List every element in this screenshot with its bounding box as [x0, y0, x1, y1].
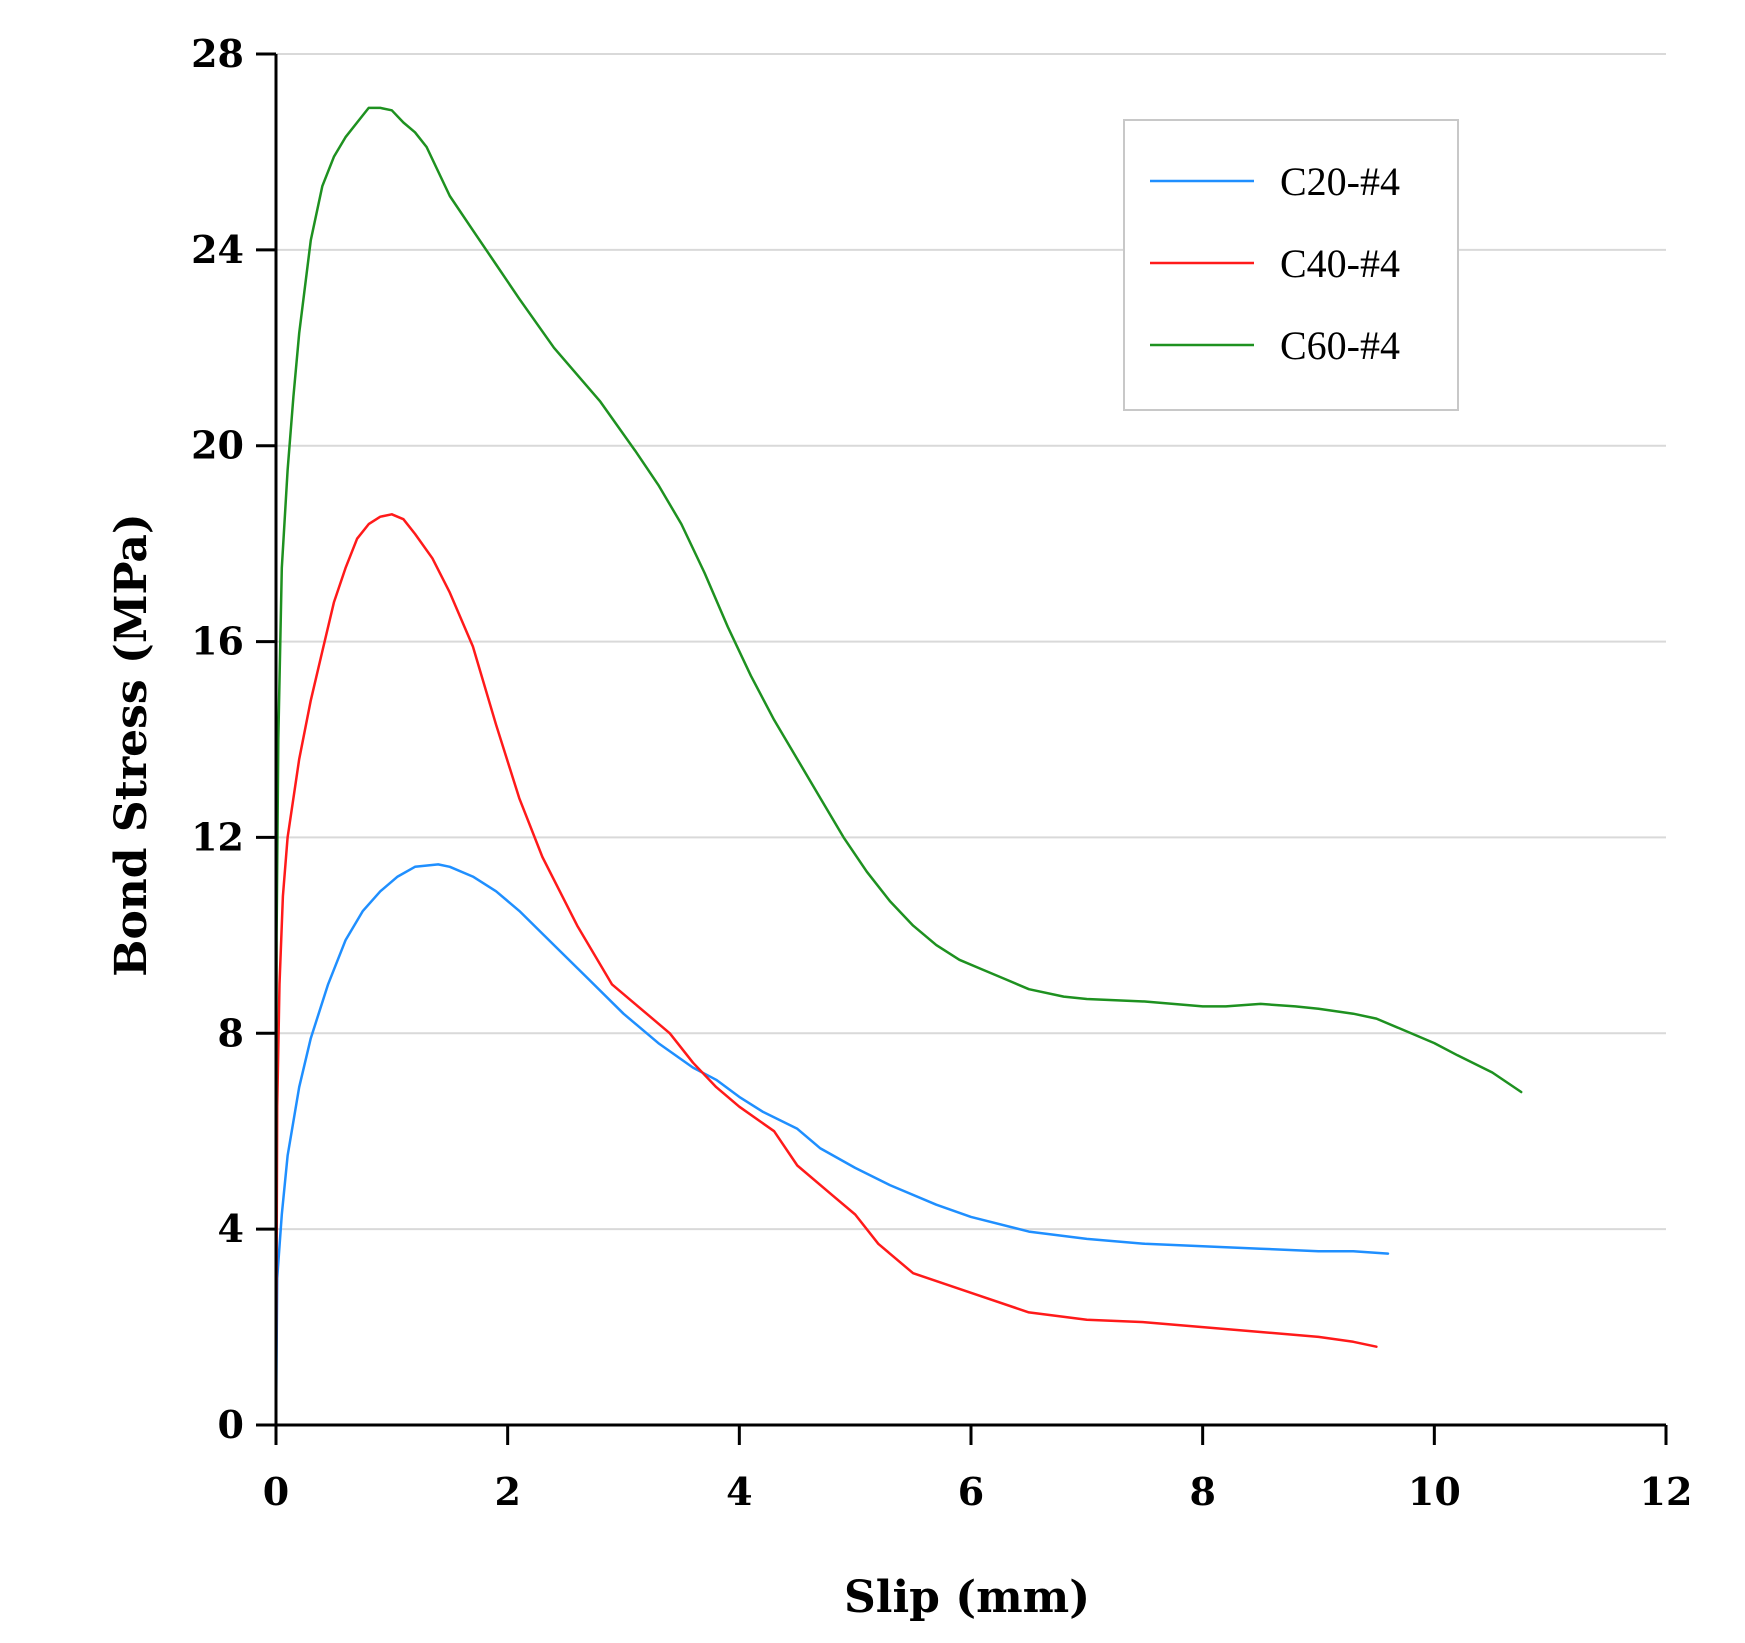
legend-label-c60: C60-#4 [1280, 323, 1400, 368]
y-tick-label-16: 16 [191, 619, 244, 664]
y-tick-label-8: 8 [218, 1010, 244, 1055]
grid-layer [276, 53, 1666, 1231]
y-tick-label-0: 0 [218, 1402, 244, 1447]
y-tick-label-12: 12 [191, 814, 244, 859]
series-line-c40-4 [274, 513, 1378, 1427]
x-tick-label-6: 6 [958, 1469, 984, 1514]
legend-box [1123, 119, 1459, 411]
y-tick-label-28: 28 [191, 31, 244, 76]
x-tick-label-12: 12 [1640, 1469, 1693, 1514]
series-line-c60-4 [274, 106, 1523, 1427]
x-tick-label-2: 2 [494, 1469, 520, 1514]
legend-label-c40: C40-#4 [1280, 241, 1400, 286]
x-axis-title: Slip (mm) [844, 1572, 1090, 1623]
x-tick-label-0: 0 [263, 1469, 289, 1514]
y-tick-label-20: 20 [191, 423, 244, 468]
x-tick-label-10: 10 [1408, 1469, 1461, 1514]
y-tick-label-4: 4 [218, 1206, 244, 1251]
series-line-c20-4 [274, 863, 1390, 1427]
x-tick-label-8: 8 [1189, 1469, 1215, 1514]
legend-label-c20: C20-#4 [1280, 159, 1400, 204]
y-tick-label-24: 24 [191, 227, 244, 272]
x-tick-label-4: 4 [726, 1469, 752, 1514]
legend: C20-#4 C40-#4 C60-#4 [1123, 119, 1459, 411]
series-layer [274, 106, 1523, 1427]
y-axis-title: Bond Stress (MPa) [106, 513, 157, 977]
